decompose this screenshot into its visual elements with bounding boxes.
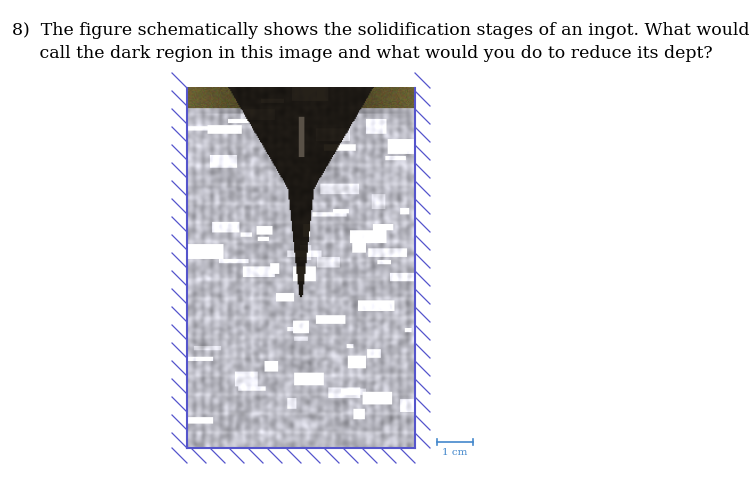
Text: 8)  The figure schematically shows the solidification stages of an ingot. What w: 8) The figure schematically shows the so… [12,22,751,39]
Text: call the dark region in this image and what would you do to reduce its dept?: call the dark region in this image and w… [12,45,713,62]
Text: 1 cm: 1 cm [442,448,468,457]
